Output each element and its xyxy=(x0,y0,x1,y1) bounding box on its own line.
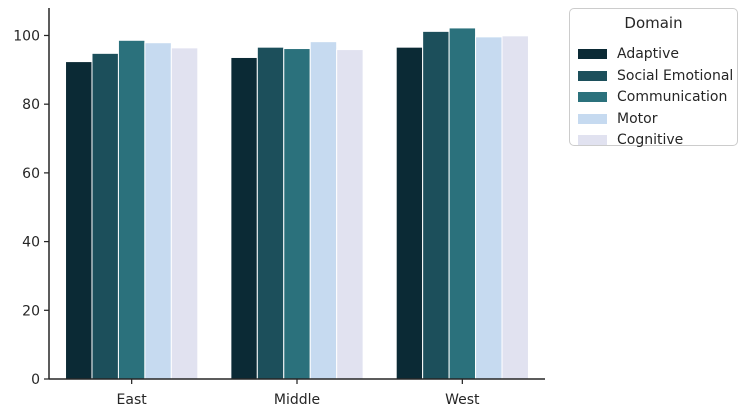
y-tick-label: 100 xyxy=(13,28,40,44)
legend-item-adaptive: Adaptive xyxy=(578,44,679,64)
x-tick-label-east: East xyxy=(117,392,148,408)
legend-label-motor: Motor xyxy=(617,111,658,127)
bar-west-adaptive xyxy=(395,46,424,380)
bar-middle-cognitive xyxy=(336,49,364,380)
legend-item-cognitive: Cognitive xyxy=(578,130,683,150)
legend-swatch-communication xyxy=(578,92,607,102)
legend-label-communication: Communication xyxy=(617,89,728,105)
bar-east-social-emotional xyxy=(91,52,119,380)
y-tick-label: 0 xyxy=(31,372,40,388)
legend-label-social-emotional: Social Emotional xyxy=(617,68,734,84)
bar-middle-social-emotional xyxy=(256,46,285,380)
legend-item-communication: Communication xyxy=(578,87,727,107)
bar-middle-communication xyxy=(283,48,311,380)
legend-title: Domain xyxy=(624,14,683,32)
y-tick-label: 40 xyxy=(22,235,40,251)
bar-west-motor xyxy=(475,36,503,380)
legend: Domain Adaptive Social Emotional Communi… xyxy=(569,8,738,148)
legend-swatch-cognitive xyxy=(578,135,607,145)
bar-east-communication xyxy=(117,39,146,380)
legend-swatch-motor xyxy=(578,114,607,124)
bar-west-cognitive xyxy=(501,35,529,380)
y-tick-label: 80 xyxy=(22,97,40,113)
x-tick-label-middle: Middle xyxy=(274,392,320,408)
y-tick-label: 60 xyxy=(22,166,40,182)
y-tick-label: 20 xyxy=(22,303,40,319)
bar-west-communication xyxy=(448,27,477,380)
bar-east-cognitive xyxy=(170,47,199,380)
legend-swatch-social-emotional xyxy=(578,71,607,81)
bar-middle-motor xyxy=(309,41,338,380)
legend-label-cognitive: Cognitive xyxy=(617,132,684,148)
bar-east-motor xyxy=(144,42,172,380)
legend-item-social-emotional: Social Emotional xyxy=(578,66,733,86)
legend-label-adaptive: Adaptive xyxy=(617,46,679,62)
bar-east-adaptive xyxy=(65,61,93,380)
bar-west-social-emotional xyxy=(422,30,450,380)
legend-swatch-adaptive xyxy=(578,49,607,59)
x-tick-label-west: West xyxy=(445,392,480,408)
legend-item-motor: Motor xyxy=(578,109,657,129)
bar-middle-adaptive xyxy=(230,56,258,380)
